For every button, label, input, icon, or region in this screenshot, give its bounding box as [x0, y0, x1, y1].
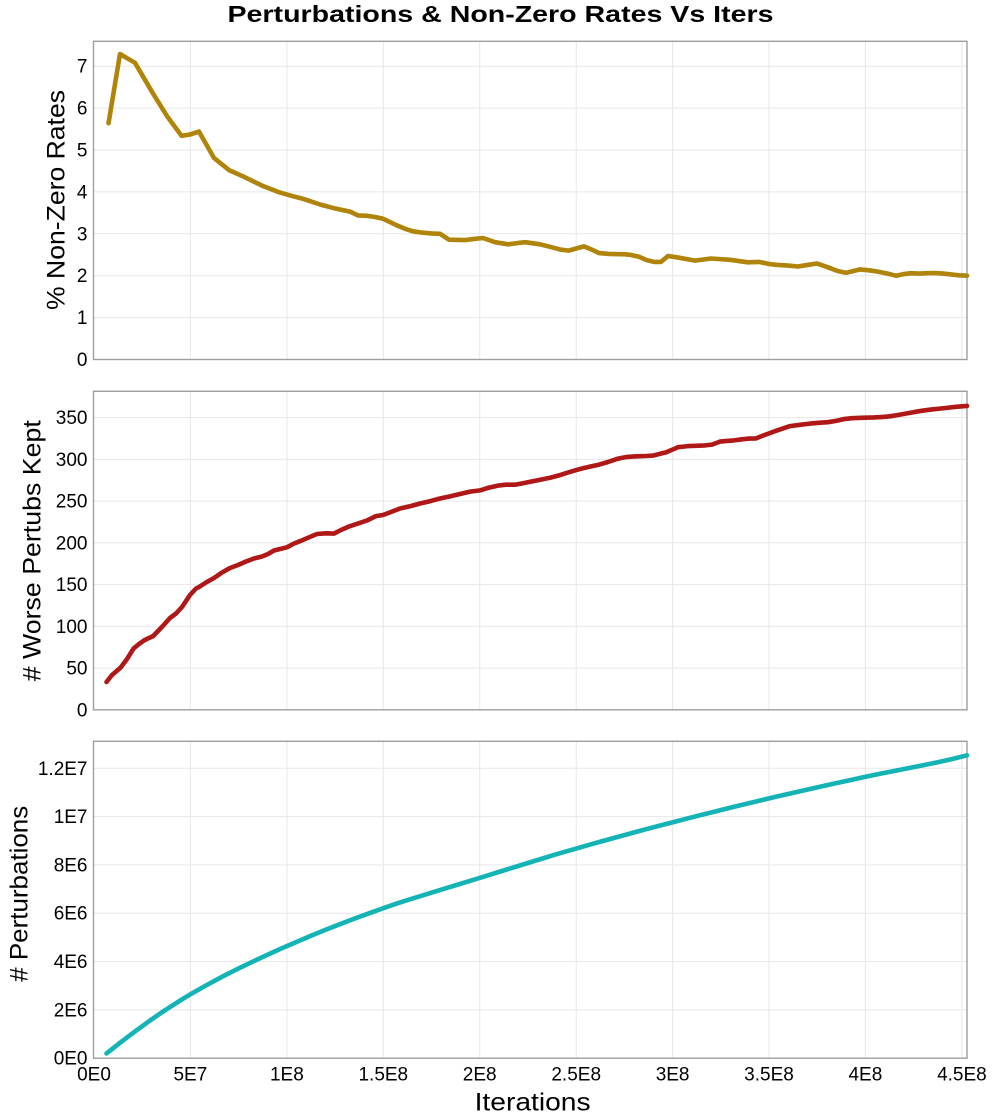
svg-text:4.5E8: 4.5E8 [937, 1065, 987, 1086]
svg-text:1.5E8: 1.5E8 [358, 1065, 408, 1086]
svg-text:2: 2 [77, 266, 88, 287]
svg-text:1E7: 1E7 [54, 807, 88, 828]
svg-text:7: 7 [77, 57, 88, 78]
svg-text:# Perturbations: # Perturbations [5, 806, 33, 982]
svg-text:6E6: 6E6 [54, 904, 88, 925]
svg-text:2.5E8: 2.5E8 [551, 1065, 601, 1086]
svg-text:0E0: 0E0 [77, 1065, 111, 1086]
svg-text:0: 0 [77, 700, 88, 721]
svg-text:2E8: 2E8 [463, 1065, 497, 1086]
svg-text:1.2E7: 1.2E7 [38, 759, 88, 780]
svg-text:# Worse Pertubs Kept: # Worse Pertubs Kept [19, 420, 47, 681]
svg-text:5E7: 5E7 [173, 1065, 207, 1086]
svg-text:100: 100 [56, 617, 88, 638]
svg-text:0E0: 0E0 [54, 1049, 88, 1070]
svg-text:4E8: 4E8 [848, 1065, 882, 1086]
svg-text:Perturbations & Non-Zero Rates: Perturbations & Non-Zero Rates Vs Iters [228, 1, 774, 27]
svg-text:150: 150 [56, 575, 88, 596]
svg-text:3E8: 3E8 [656, 1065, 690, 1086]
svg-text:% Non-Zero Rates: % Non-Zero Rates [42, 90, 70, 310]
svg-text:4: 4 [77, 182, 88, 203]
svg-text:350: 350 [56, 408, 88, 429]
svg-text:200: 200 [56, 533, 88, 554]
svg-text:300: 300 [56, 450, 88, 471]
svg-text:3: 3 [77, 224, 88, 245]
svg-text:3.5E8: 3.5E8 [744, 1065, 794, 1086]
svg-text:8E6: 8E6 [54, 855, 88, 876]
svg-text:2E6: 2E6 [54, 1000, 88, 1021]
svg-text:6: 6 [77, 99, 88, 120]
svg-text:Iterations: Iterations [475, 1089, 591, 1117]
svg-text:5: 5 [77, 141, 88, 162]
svg-text:50: 50 [66, 659, 87, 680]
svg-text:1: 1 [77, 308, 88, 329]
svg-text:4E6: 4E6 [54, 952, 88, 973]
svg-text:1E8: 1E8 [270, 1065, 304, 1086]
svg-text:0: 0 [77, 350, 88, 371]
svg-text:250: 250 [56, 492, 88, 513]
